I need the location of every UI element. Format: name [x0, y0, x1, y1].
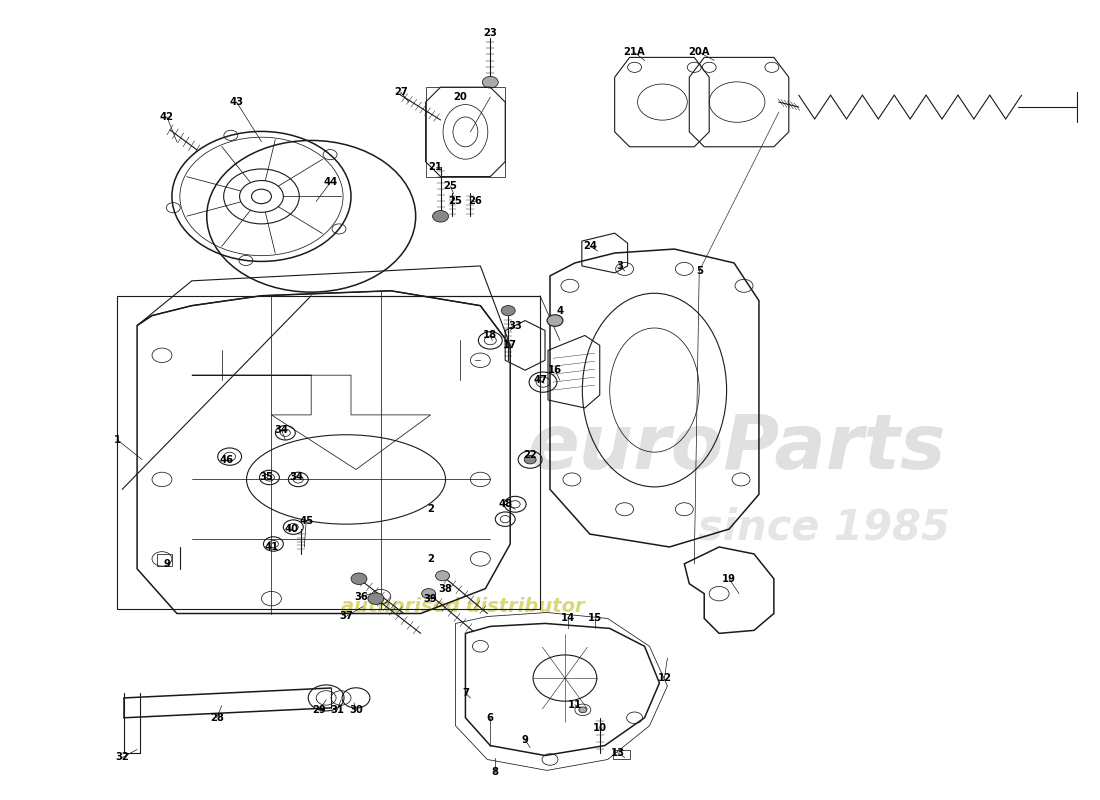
Text: 5: 5: [695, 266, 703, 276]
Circle shape: [421, 589, 436, 598]
Text: 43: 43: [230, 97, 243, 107]
Text: 25: 25: [449, 196, 462, 206]
Text: 34: 34: [289, 473, 304, 482]
Text: 45: 45: [299, 516, 314, 526]
Text: 37: 37: [339, 611, 353, 622]
Text: 20: 20: [453, 92, 468, 102]
Circle shape: [436, 570, 450, 581]
Text: 12: 12: [658, 673, 671, 683]
Text: 21A: 21A: [624, 47, 646, 58]
Text: 13: 13: [610, 747, 625, 758]
Text: 36: 36: [354, 592, 367, 602]
Circle shape: [579, 707, 586, 713]
Text: 42: 42: [160, 112, 174, 122]
Circle shape: [351, 573, 367, 585]
Text: 10: 10: [593, 722, 607, 733]
Text: 30: 30: [349, 705, 363, 715]
Text: 20A: 20A: [689, 47, 710, 58]
Text: 15: 15: [587, 614, 602, 623]
Text: 44: 44: [324, 177, 338, 186]
Text: 23: 23: [483, 27, 497, 38]
Text: 29: 29: [312, 705, 326, 715]
Text: since 1985: since 1985: [697, 506, 949, 548]
Text: 38: 38: [439, 584, 452, 594]
Text: 11: 11: [568, 700, 582, 710]
Text: 19: 19: [722, 574, 736, 584]
Text: 3: 3: [616, 261, 623, 271]
Text: 41: 41: [264, 542, 278, 552]
Text: 32: 32: [116, 753, 129, 762]
Text: 46: 46: [220, 454, 233, 465]
Text: 1: 1: [113, 434, 121, 445]
Text: 2: 2: [427, 554, 434, 564]
Text: 9: 9: [521, 734, 529, 745]
Text: 34: 34: [274, 425, 288, 434]
Text: 17: 17: [503, 340, 517, 350]
Text: 48: 48: [498, 499, 513, 510]
Circle shape: [482, 77, 498, 88]
Text: 28: 28: [210, 713, 223, 722]
Text: 4: 4: [557, 306, 563, 316]
Text: 27: 27: [394, 87, 408, 97]
Text: 16: 16: [548, 366, 562, 375]
Text: 21: 21: [429, 162, 442, 172]
Text: 18: 18: [483, 330, 497, 341]
Text: 9: 9: [164, 559, 170, 569]
Text: 7: 7: [462, 688, 469, 698]
Circle shape: [524, 455, 536, 464]
Text: 22: 22: [524, 450, 537, 460]
Circle shape: [367, 593, 384, 604]
Text: 31: 31: [330, 705, 344, 715]
Text: 25: 25: [443, 182, 458, 191]
Circle shape: [547, 314, 563, 326]
Text: euroParts: euroParts: [527, 410, 945, 485]
Text: 33: 33: [508, 321, 522, 330]
Circle shape: [502, 306, 515, 316]
Text: 47: 47: [534, 375, 547, 385]
Text: 6: 6: [487, 713, 494, 722]
Text: 14: 14: [561, 614, 575, 623]
Circle shape: [432, 210, 449, 222]
Text: 26: 26: [469, 196, 482, 206]
Text: 2: 2: [427, 504, 434, 514]
Text: 39: 39: [424, 594, 438, 604]
Text: 35: 35: [260, 473, 274, 482]
Text: 40: 40: [284, 524, 298, 534]
Text: 8: 8: [492, 767, 498, 778]
Text: 24: 24: [583, 241, 597, 251]
Text: authorised distributor: authorised distributor: [341, 597, 584, 616]
